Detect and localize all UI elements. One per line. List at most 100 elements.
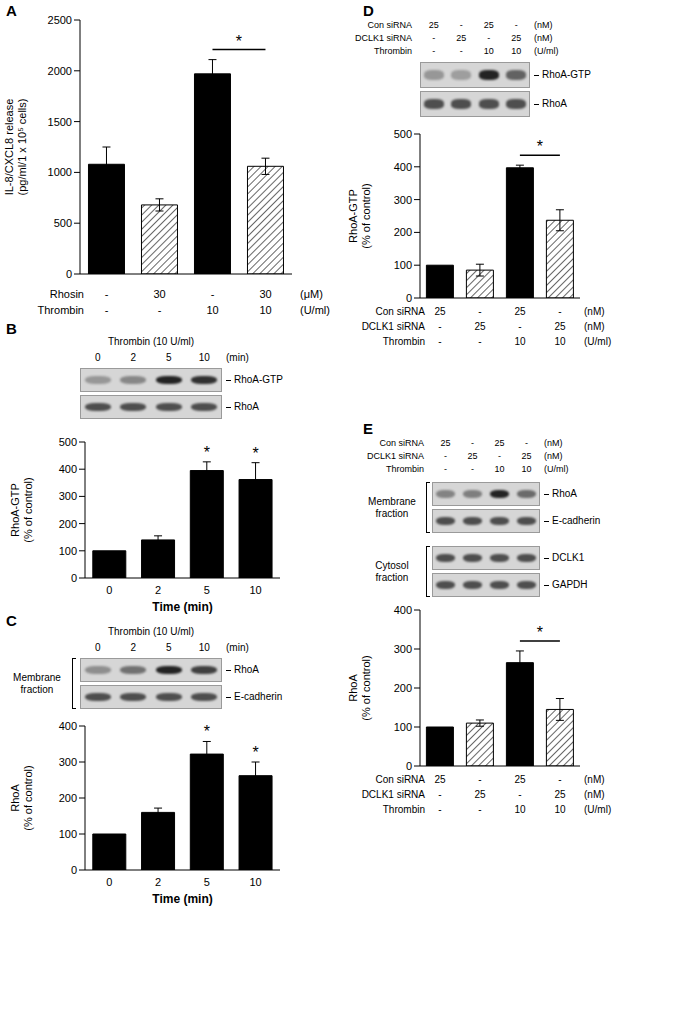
html-text:(% of control): (% of control) bbox=[360, 655, 372, 721]
svg-text:100: 100 bbox=[394, 259, 412, 271]
svg-text:5: 5 bbox=[204, 876, 210, 888]
svg-text:*: * bbox=[252, 744, 258, 761]
svg-text:500: 500 bbox=[59, 436, 77, 448]
html-text:10: 10 bbox=[206, 304, 219, 316]
html-text:25: 25 bbox=[434, 306, 446, 317]
svg-text:0: 0 bbox=[66, 268, 72, 280]
html-text:RhoA-GTP: RhoA-GTP bbox=[542, 69, 591, 80]
svg-text:400: 400 bbox=[394, 161, 412, 173]
html-text:RhoA-GTP: RhoA-GTP bbox=[234, 374, 283, 385]
html-text:C: C bbox=[6, 612, 17, 629]
html-text:Thrombin (10 U/ml): Thrombin (10 U/ml) bbox=[107, 626, 195, 637]
html-text:30: 30 bbox=[153, 288, 166, 300]
svg-text:100: 100 bbox=[59, 545, 77, 557]
svg-text:*: * bbox=[204, 444, 210, 461]
html-text:RhoA: RhoA bbox=[234, 401, 259, 412]
svg-text:0: 0 bbox=[406, 760, 412, 772]
html-text:IL-8/CXCL8 release: IL-8/CXCL8 release bbox=[3, 98, 15, 196]
html-text:Membrane fraction: Membrane fraction bbox=[368, 495, 416, 519]
html-text:(% of control): (% of control) bbox=[22, 765, 34, 831]
svg-text:*: * bbox=[537, 624, 543, 641]
svg-text:400: 400 bbox=[59, 720, 77, 732]
html-text:Thrombin: Thrombin bbox=[37, 304, 84, 316]
html-text:25: 25 bbox=[554, 321, 566, 332]
svg-text:500: 500 bbox=[394, 128, 412, 140]
svg-text:1000: 1000 bbox=[48, 166, 72, 178]
svg-text:200: 200 bbox=[394, 682, 412, 694]
html-text:(μM): (μM) bbox=[300, 288, 323, 300]
html-text:25: 25 bbox=[474, 321, 486, 332]
svg-text:300: 300 bbox=[59, 756, 77, 768]
html-text:10: 10 bbox=[198, 352, 210, 363]
svg-text:10: 10 bbox=[250, 876, 262, 888]
html-text:DCLK1 siRNA: DCLK1 siRNA bbox=[361, 789, 425, 800]
svg-text:5: 5 bbox=[204, 584, 210, 596]
html-text:(min): (min) bbox=[226, 642, 249, 653]
svg-text:100: 100 bbox=[394, 721, 412, 733]
html-text:(nM): (nM) bbox=[584, 306, 605, 317]
html-text:RhoA-GTP: RhoA-GTP bbox=[9, 483, 21, 537]
html-text:Rhosin: Rhosin bbox=[49, 288, 84, 300]
html-text:(nM): (nM) bbox=[584, 321, 605, 332]
html-text:B: B bbox=[6, 320, 17, 337]
html-text:Time (min): Time (min) bbox=[152, 892, 213, 906]
html-text:Cytosol fraction: Cytosol fraction bbox=[375, 559, 409, 583]
svg-text:1500: 1500 bbox=[48, 116, 72, 128]
svg-text:2500: 2500 bbox=[48, 14, 72, 26]
html-text:Thrombin: Thrombin bbox=[382, 336, 425, 347]
svg-text:2: 2 bbox=[155, 876, 161, 888]
html-text:Con siRNA: Con siRNA bbox=[375, 306, 425, 317]
svg-text:0: 0 bbox=[106, 876, 112, 888]
svg-text:0: 0 bbox=[71, 572, 77, 584]
html-text:10: 10 bbox=[554, 336, 566, 347]
html-text:(U/ml): (U/ml) bbox=[584, 336, 612, 347]
html-text:(% of control): (% of control) bbox=[360, 183, 372, 249]
svg-text:10: 10 bbox=[250, 584, 262, 596]
svg-text:0: 0 bbox=[106, 584, 112, 596]
svg-text:*: * bbox=[252, 445, 258, 462]
svg-text:300: 300 bbox=[394, 643, 412, 655]
html-text:(U/ml): (U/ml) bbox=[300, 304, 330, 316]
html-text:(nM): (nM) bbox=[584, 774, 605, 785]
svg-text:300: 300 bbox=[59, 490, 77, 502]
html-text:Time (min): Time (min) bbox=[152, 600, 213, 614]
html-text:(% of control): (% of control) bbox=[22, 477, 34, 543]
html-text:RhoA: RhoA bbox=[347, 674, 359, 702]
html-text:25: 25 bbox=[474, 789, 486, 800]
svg-text:0: 0 bbox=[406, 292, 412, 304]
html-text:25: 25 bbox=[514, 306, 526, 317]
html-text:10: 10 bbox=[259, 304, 272, 316]
svg-text:*: * bbox=[204, 723, 210, 740]
html-text:E-cadherin: E-cadherin bbox=[234, 691, 283, 702]
html-text:(pg/ml/1 x 10⁵ cells): (pg/ml/1 x 10⁵ cells) bbox=[16, 98, 28, 196]
html-text:RhoA: RhoA bbox=[542, 98, 567, 109]
html-text:Membrane fraction: Membrane fraction bbox=[13, 671, 61, 695]
html-text:RhoA: RhoA bbox=[9, 784, 21, 812]
svg-text:2000: 2000 bbox=[48, 65, 72, 77]
html-text:DCLK1 siRNA: DCLK1 siRNA bbox=[361, 321, 425, 332]
html-text:Thrombin (10 U/ml): Thrombin (10 U/ml) bbox=[107, 336, 195, 347]
svg-text:*: * bbox=[236, 33, 242, 50]
html-text:25: 25 bbox=[434, 774, 446, 785]
html-text:(min): (min) bbox=[226, 352, 249, 363]
svg-text:*: * bbox=[537, 138, 543, 155]
html-text:D: D bbox=[363, 2, 374, 19]
html-text:RhoA-GTP: RhoA-GTP bbox=[347, 189, 359, 243]
html-text:10: 10 bbox=[514, 336, 526, 347]
svg-text:400: 400 bbox=[59, 463, 77, 475]
svg-text:200: 200 bbox=[59, 518, 77, 530]
html-text:10: 10 bbox=[198, 642, 210, 653]
svg-text:200: 200 bbox=[59, 792, 77, 804]
html-text:25: 25 bbox=[514, 774, 526, 785]
svg-text:400: 400 bbox=[394, 604, 412, 616]
svg-text:0: 0 bbox=[71, 864, 77, 876]
svg-text:2: 2 bbox=[155, 584, 161, 596]
svg-text:100: 100 bbox=[59, 828, 77, 840]
html-text:RhoA: RhoA bbox=[234, 664, 259, 675]
svg-text:500: 500 bbox=[54, 217, 72, 229]
html-text:30: 30 bbox=[259, 288, 272, 300]
html-text:Con siRNA: Con siRNA bbox=[375, 774, 425, 785]
svg-text:300: 300 bbox=[394, 194, 412, 206]
svg-text:200: 200 bbox=[394, 226, 412, 238]
html-text:A: A bbox=[6, 2, 17, 19]
